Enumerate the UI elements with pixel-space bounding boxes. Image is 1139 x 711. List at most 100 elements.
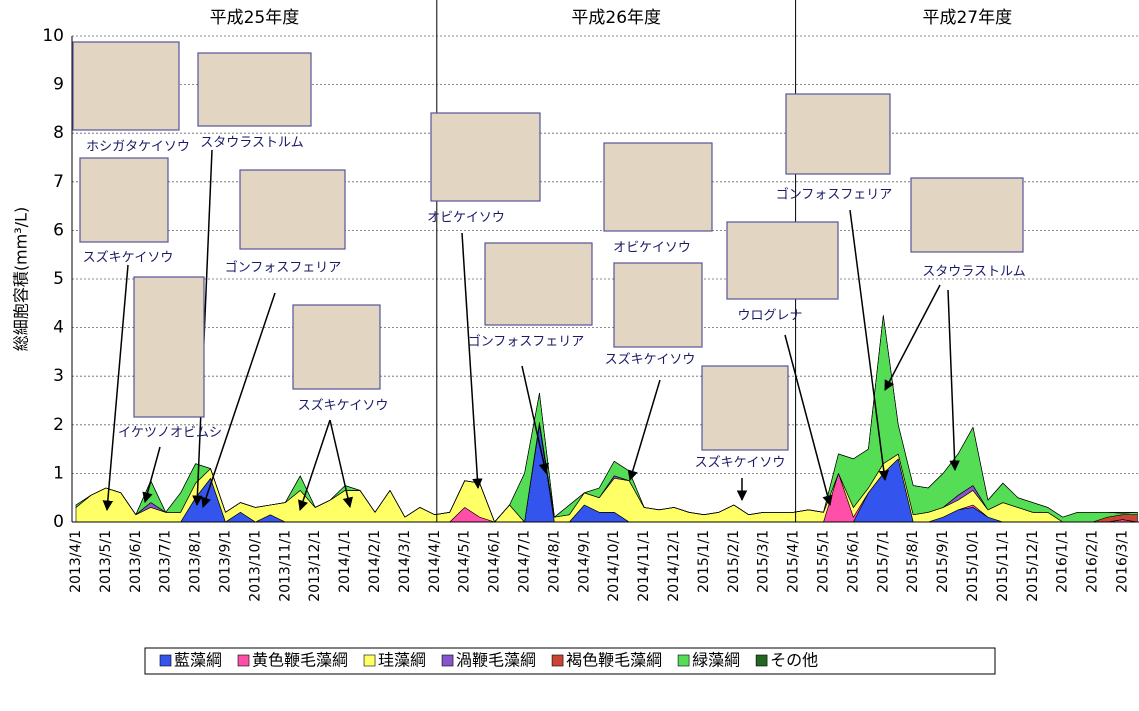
y-tick-label: 9 — [53, 75, 64, 95]
y-tick-label: 8 — [53, 123, 64, 143]
photo — [484, 242, 593, 326]
arrow — [884, 284, 941, 391]
x-tick-label: 2015/7/1 — [875, 530, 891, 593]
x-tick-label: 2013/8/1 — [188, 530, 204, 593]
annotation: ホシガタケイソウ — [86, 140, 190, 155]
x-tick-label: 2016/1/1 — [1055, 530, 1071, 593]
y-tick-label: 2 — [53, 415, 64, 435]
period-label: 平成26年度 — [571, 8, 661, 28]
y-tick-label: 1 — [53, 463, 64, 483]
x-tick-label: 2016/2/1 — [1085, 530, 1101, 593]
photo — [430, 112, 541, 202]
legend-label: 褐色鞭毛藻綱 — [566, 651, 662, 670]
legend-label: 藍藻綱 — [174, 651, 222, 670]
photo — [239, 169, 346, 250]
photo — [197, 52, 312, 127]
arrow — [102, 264, 129, 512]
x-tick-label: 2016/3/1 — [1115, 530, 1131, 593]
arrow — [849, 209, 889, 482]
x-tick-label: 2013/10/1 — [247, 530, 263, 602]
legend-box — [144, 647, 996, 675]
arrow — [947, 289, 960, 472]
legend-swatch — [551, 654, 564, 667]
annotation: スタウラストルム — [200, 136, 303, 151]
legend-swatch — [441, 654, 454, 667]
legend-label: 黄色鞭毛藻綱 — [252, 651, 348, 670]
annotation: ゴンフォスフェリア — [468, 334, 585, 350]
legend-swatch — [237, 654, 250, 667]
legend-swatch — [363, 654, 376, 667]
y-axis-label: 総細胞容積(mm³/L) — [12, 207, 31, 351]
y-tick-label: 10 — [42, 26, 64, 46]
x-tick-label: 2015/4/1 — [786, 530, 802, 593]
annotation: オビケイソウ — [613, 241, 691, 256]
arrow — [627, 379, 661, 482]
photo — [910, 177, 1024, 253]
arrow — [784, 334, 833, 507]
annotation: イケツノオビムシ — [118, 426, 222, 441]
y-tick-label: 4 — [53, 318, 64, 338]
x-tick-label: 2014/2/1 — [367, 530, 383, 593]
photo — [603, 142, 713, 232]
annotation: ゴンフォスフェリア — [776, 187, 893, 203]
x-tick-label: 2013/4/1 — [68, 530, 84, 593]
x-tick-label: 2015/1/1 — [696, 530, 712, 593]
period-label: 平成25年度 — [210, 8, 300, 28]
x-tick-label: 2014/8/1 — [546, 530, 562, 593]
y-tick-label: 7 — [53, 172, 64, 192]
y-tick-label: 3 — [53, 366, 64, 386]
x-tick-label: 2013/9/1 — [218, 530, 234, 593]
x-tick-label: 2013/5/1 — [98, 530, 114, 593]
photo — [613, 262, 703, 348]
x-tick-label: 2013/6/1 — [128, 530, 144, 593]
arrow — [298, 419, 331, 511]
y-tick-label: 5 — [53, 269, 64, 289]
x-tick-label: 2014/7/1 — [517, 530, 533, 593]
x-tick-label: 2014/1/1 — [337, 530, 353, 593]
arrow — [461, 232, 483, 490]
arrow — [521, 365, 550, 475]
x-tick-label: 2014/6/1 — [487, 530, 503, 593]
x-tick-label: 2014/12/1 — [666, 530, 682, 602]
annotation: ウログレナ — [737, 309, 802, 324]
arrow — [201, 292, 276, 508]
annotation: スズキケイソウ — [83, 250, 174, 266]
legend-label: 緑藻綱 — [692, 651, 740, 670]
photo — [785, 93, 891, 175]
x-tick-label: 2015/9/1 — [935, 530, 951, 593]
photo — [726, 221, 839, 300]
area — [75, 315, 1138, 523]
annotation: スズキケイソウ — [605, 352, 696, 368]
x-tick-label: 2013/7/1 — [158, 530, 174, 593]
x-tick-label: 2014/10/1 — [606, 530, 622, 602]
x-tick-label: 2013/12/1 — [307, 530, 323, 602]
x-tick-label: 2015/2/1 — [726, 530, 742, 593]
photo — [133, 276, 205, 418]
legend-swatch — [677, 654, 690, 667]
x-tick-label: 2014/4/1 — [427, 530, 443, 593]
legend-label: 渦鞭毛藻綱 — [456, 651, 536, 670]
arrow — [142, 446, 161, 504]
x-tick-label: 2015/11/1 — [995, 530, 1011, 602]
annotation: スタウラストルム — [922, 265, 1025, 280]
period-label: 平成27年度 — [922, 8, 1012, 28]
y-tick-label: 0 — [53, 512, 64, 532]
y-tick-label: 6 — [53, 220, 64, 240]
x-tick-label: 2013/11/1 — [277, 530, 293, 602]
legend-swatch — [159, 654, 172, 667]
annotation: オビケイソウ — [427, 211, 505, 226]
x-tick-label: 2014/9/1 — [576, 530, 592, 593]
annotation: スズキケイソウ — [298, 398, 389, 414]
x-tick-label: 2015/10/1 — [965, 530, 981, 602]
annotation: スズキケイソウ — [695, 455, 786, 471]
x-tick-label: 2015/5/1 — [816, 530, 832, 593]
x-tick-label: 2014/3/1 — [397, 530, 413, 593]
photo — [701, 365, 789, 451]
photo — [72, 41, 180, 131]
arrow — [329, 419, 353, 509]
x-tick-label: 2015/12/1 — [1025, 530, 1041, 602]
photo — [292, 304, 381, 390]
legend-swatch — [755, 654, 768, 667]
legend-label: その他 — [770, 651, 818, 670]
